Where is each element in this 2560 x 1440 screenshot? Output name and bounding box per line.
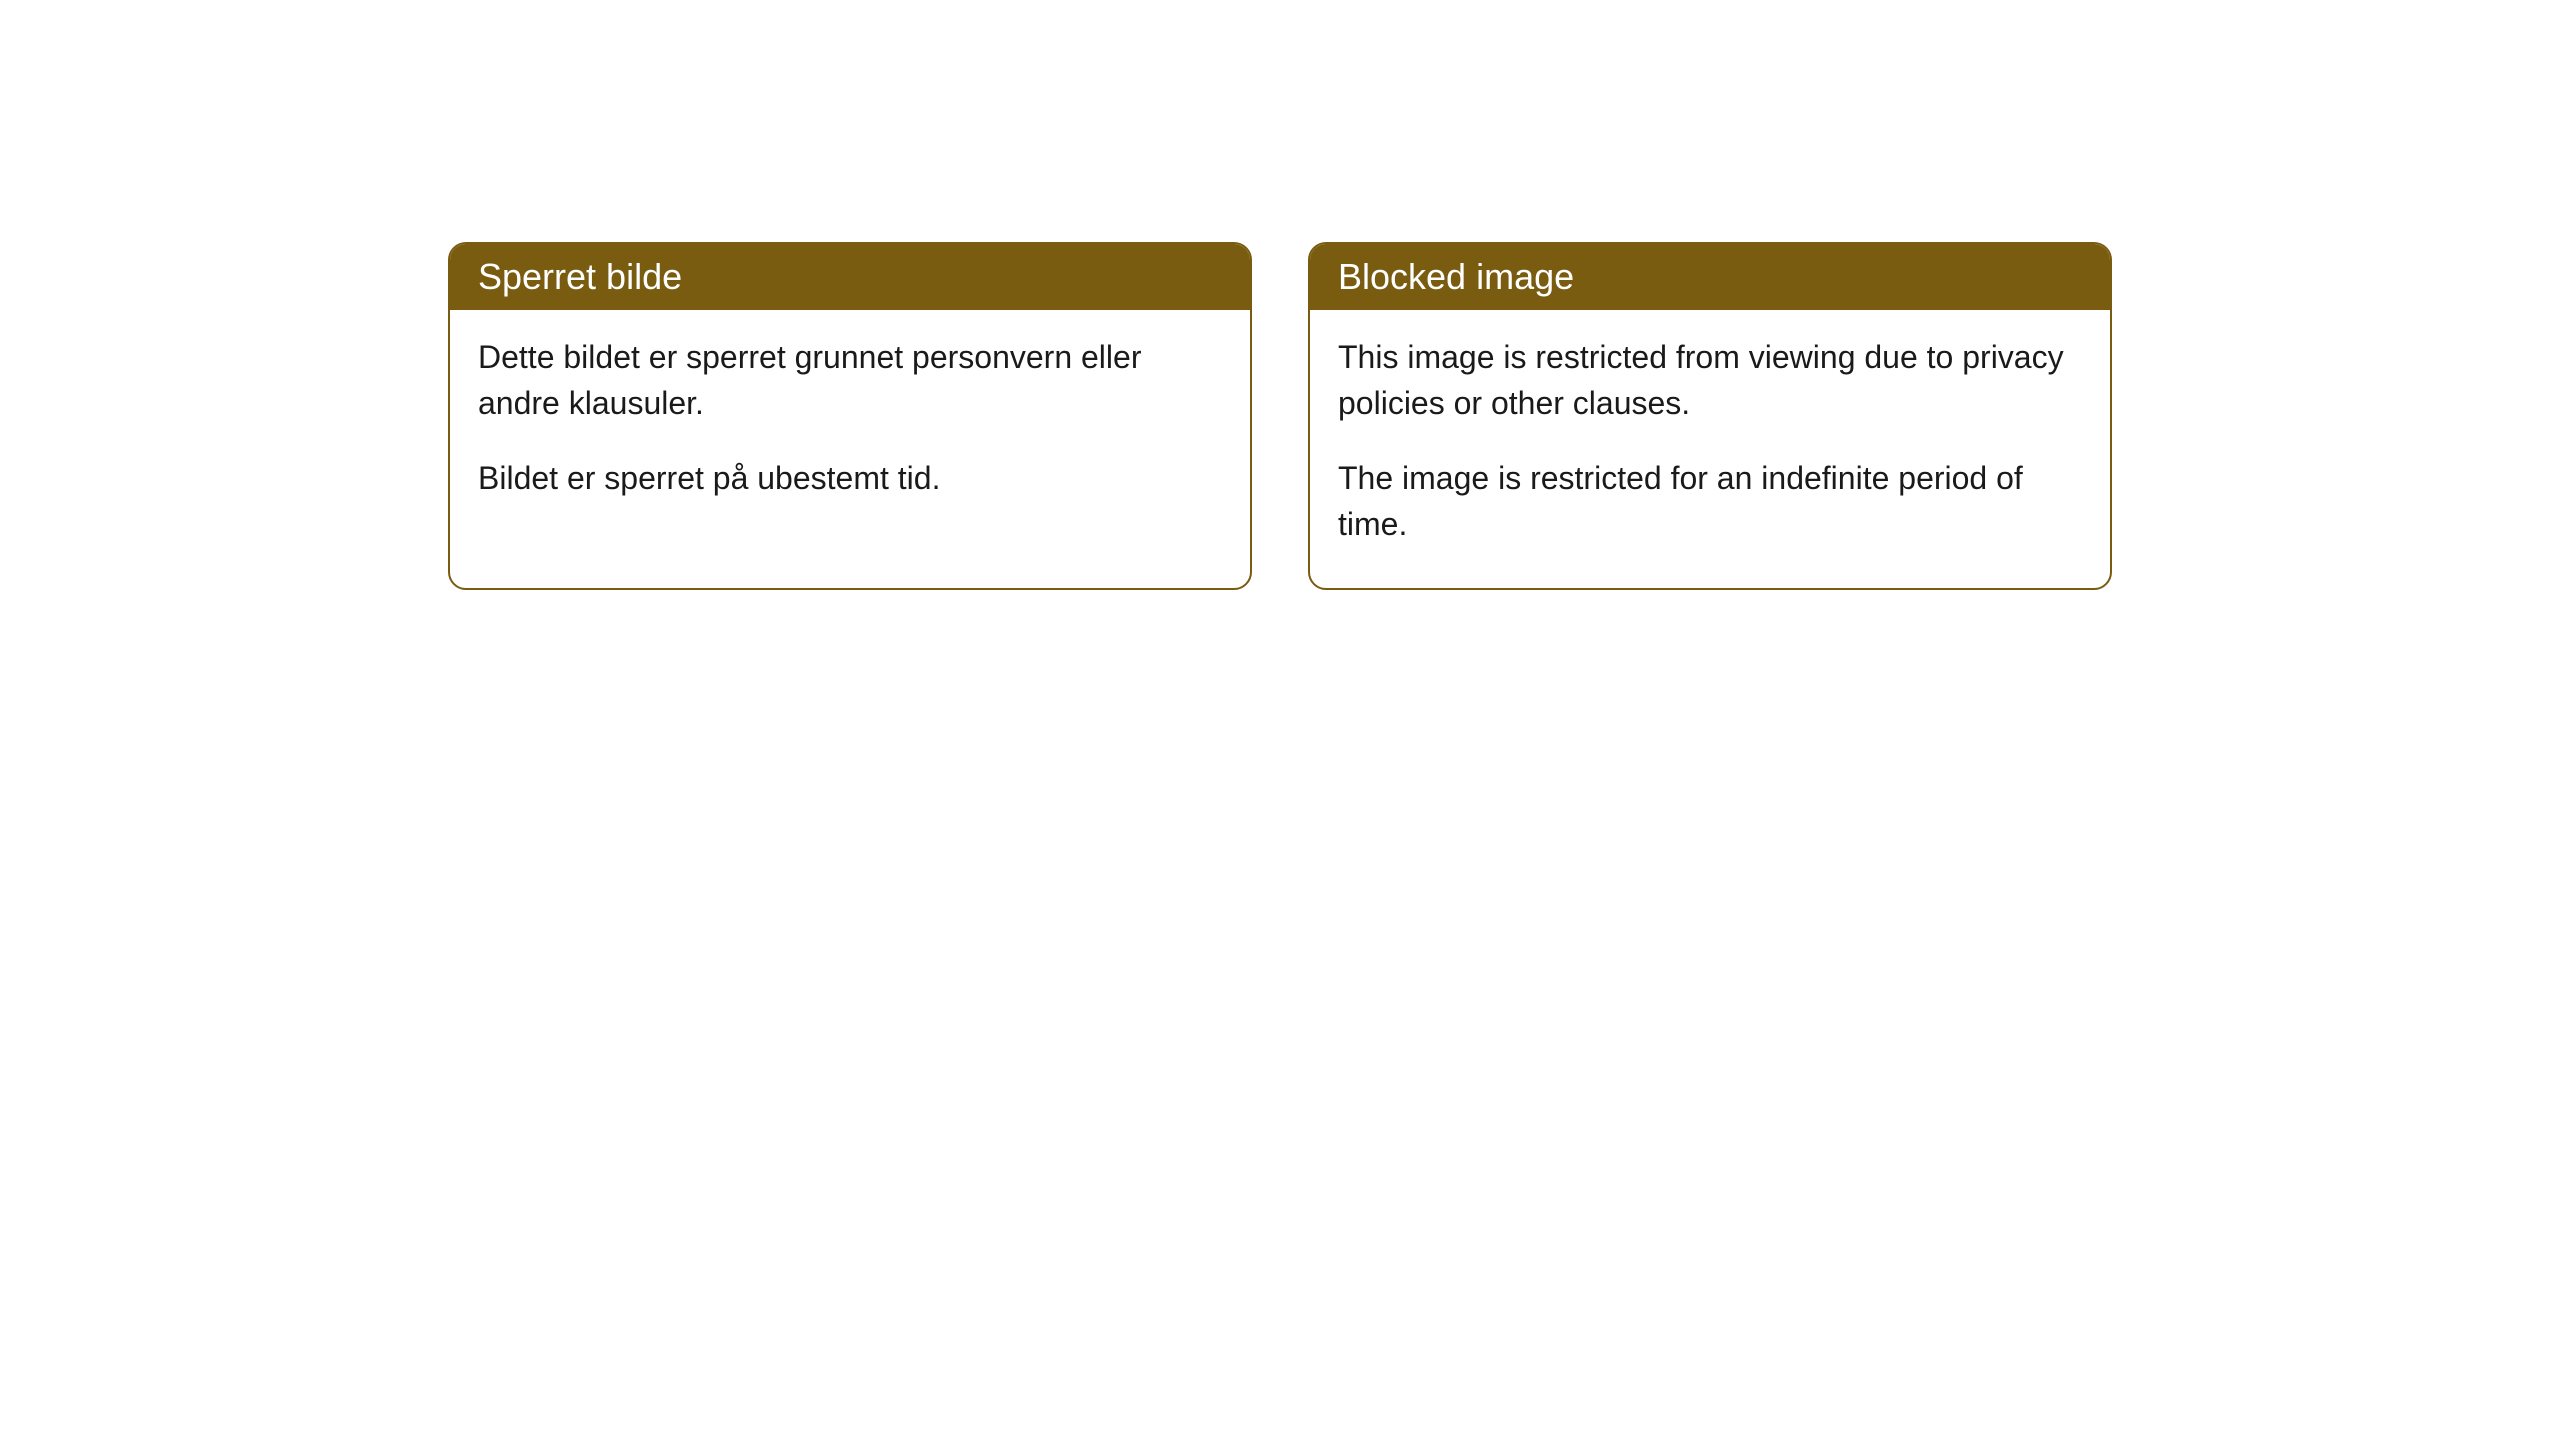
card-body: Dette bildet er sperret grunnet personve… <box>450 310 1250 541</box>
blocked-image-card-norwegian: Sperret bilde Dette bildet er sperret gr… <box>448 242 1252 590</box>
card-title: Sperret bilde <box>478 256 682 297</box>
card-body: This image is restricted from viewing du… <box>1310 310 2110 588</box>
blocked-image-card-english: Blocked image This image is restricted f… <box>1308 242 2112 590</box>
card-paragraph: This image is restricted from viewing du… <box>1338 334 2082 427</box>
card-header: Blocked image <box>1310 244 2110 310</box>
card-paragraph: The image is restricted for an indefinit… <box>1338 455 2082 548</box>
info-cards-container: Sperret bilde Dette bildet er sperret gr… <box>448 242 2112 590</box>
card-paragraph: Bildet er sperret på ubestemt tid. <box>478 455 1222 501</box>
card-header: Sperret bilde <box>450 244 1250 310</box>
card-title: Blocked image <box>1338 256 1574 297</box>
card-paragraph: Dette bildet er sperret grunnet personve… <box>478 334 1222 427</box>
